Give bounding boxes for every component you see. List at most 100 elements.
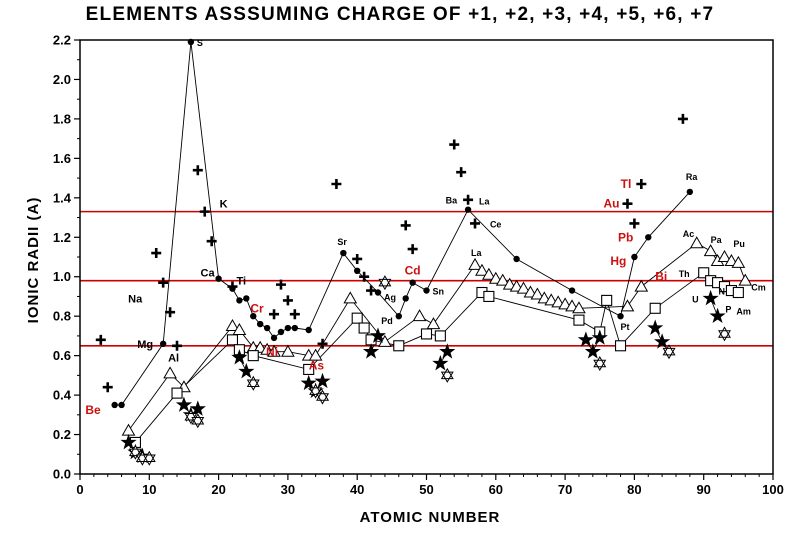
circle-point bbox=[291, 324, 299, 332]
element-label: Pt bbox=[621, 322, 630, 332]
x-tick-label: 20 bbox=[211, 482, 225, 497]
element-label: Ag bbox=[384, 293, 396, 303]
filled-star-point bbox=[314, 372, 331, 389]
element-label: Pd bbox=[381, 316, 393, 326]
hexagram-point bbox=[593, 355, 607, 371]
circle-point bbox=[159, 340, 167, 347]
square-point bbox=[303, 363, 315, 375]
hexagram-point bbox=[662, 344, 676, 360]
element-label: Sr bbox=[337, 237, 347, 247]
hexagram-point bbox=[316, 389, 330, 405]
filled-star-point bbox=[120, 433, 137, 450]
circle-point bbox=[395, 312, 402, 320]
circle-point bbox=[423, 287, 430, 294]
element-label: As bbox=[309, 359, 325, 373]
square-point bbox=[698, 267, 710, 279]
cross-point bbox=[449, 139, 460, 150]
element-label: Ca bbox=[201, 268, 216, 280]
element-label: Tl bbox=[621, 177, 632, 191]
square-point bbox=[247, 350, 259, 362]
triangle-point bbox=[468, 257, 482, 270]
cross-point bbox=[407, 244, 418, 255]
filled-star-point bbox=[577, 331, 594, 347]
filled-star-point bbox=[439, 343, 456, 359]
filled-star-point bbox=[362, 343, 380, 359]
filled-star-point bbox=[300, 374, 317, 391]
element-label: Am bbox=[736, 307, 751, 317]
element-label: Hg bbox=[610, 254, 626, 268]
x-tick-label: 0 bbox=[76, 482, 83, 497]
cross-point bbox=[352, 253, 363, 264]
square-point bbox=[171, 387, 183, 399]
triangle-point bbox=[530, 287, 545, 300]
element-label: Na bbox=[128, 294, 143, 306]
element-label: Ti bbox=[236, 276, 246, 288]
cross-point bbox=[400, 220, 411, 231]
filled-star-point bbox=[584, 343, 601, 359]
square-point bbox=[732, 286, 744, 299]
cross-point bbox=[317, 338, 328, 349]
element-label: Ra bbox=[686, 172, 698, 182]
circle-point bbox=[409, 279, 416, 286]
element-label: Pu bbox=[733, 239, 745, 249]
cross-point bbox=[269, 309, 280, 320]
triangle-point bbox=[232, 322, 247, 335]
circle-point bbox=[111, 401, 118, 409]
square-point bbox=[358, 322, 370, 334]
cross-point bbox=[275, 279, 286, 290]
element-label: Cd bbox=[405, 264, 421, 278]
triangle-point bbox=[281, 344, 295, 357]
y-tick-label: 2.0 bbox=[53, 72, 71, 87]
filled-star-point bbox=[591, 329, 608, 345]
x-tick-label: 100 bbox=[762, 482, 784, 497]
hexagram-point bbox=[718, 326, 731, 342]
x-tick-label: 40 bbox=[350, 482, 364, 497]
square-point bbox=[420, 328, 433, 340]
circle-point bbox=[686, 188, 694, 196]
square-point bbox=[601, 294, 613, 306]
cross-point bbox=[636, 179, 647, 190]
cross-point bbox=[282, 295, 293, 306]
element-label: Sn bbox=[433, 287, 445, 297]
triangle-point bbox=[475, 263, 489, 276]
circle-point bbox=[243, 295, 250, 302]
circle-point bbox=[284, 324, 292, 332]
filled-star-point bbox=[647, 319, 664, 335]
triangle-point bbox=[225, 319, 240, 332]
cross-point bbox=[470, 218, 481, 229]
cross-point bbox=[463, 194, 474, 205]
x-tick-label: 50 bbox=[419, 482, 433, 497]
triangle-point bbox=[572, 301, 586, 314]
x-tick-label: 10 bbox=[142, 482, 156, 497]
circle-point bbox=[229, 285, 236, 292]
element-label: La bbox=[471, 248, 482, 258]
square-point bbox=[351, 312, 363, 324]
square-series-line bbox=[135, 272, 739, 443]
element-label: Cr bbox=[250, 301, 264, 315]
circle-point bbox=[236, 297, 243, 304]
filled-star-point bbox=[175, 396, 193, 412]
triangle-point bbox=[412, 309, 427, 322]
triangle-point bbox=[308, 348, 323, 361]
element-label: Pb bbox=[618, 230, 633, 244]
plot-frame bbox=[79, 39, 774, 475]
circle-point bbox=[250, 312, 257, 320]
circle-point bbox=[277, 328, 285, 336]
circle-point bbox=[256, 320, 264, 328]
cross-point bbox=[165, 307, 176, 318]
square-point bbox=[483, 290, 495, 303]
element-label: Bi bbox=[655, 270, 667, 284]
hexagram-point bbox=[440, 367, 454, 383]
cross-point bbox=[359, 271, 370, 282]
y-tick-label: 0.4 bbox=[53, 388, 72, 403]
element-labels: Be Mg Al Na S K Ca Ti Cr Ni As Sr Ag Pd Cd Sn Ba La Ce La Tl… bbox=[85, 38, 765, 417]
cross-point bbox=[199, 206, 210, 217]
y-tick-label: 0.6 bbox=[53, 348, 71, 363]
triangle-point bbox=[163, 366, 177, 379]
element-label: P bbox=[725, 305, 731, 315]
triangle-point bbox=[731, 255, 746, 268]
cross-point bbox=[629, 218, 640, 229]
triangle-point bbox=[703, 244, 718, 257]
square-point bbox=[393, 340, 405, 352]
